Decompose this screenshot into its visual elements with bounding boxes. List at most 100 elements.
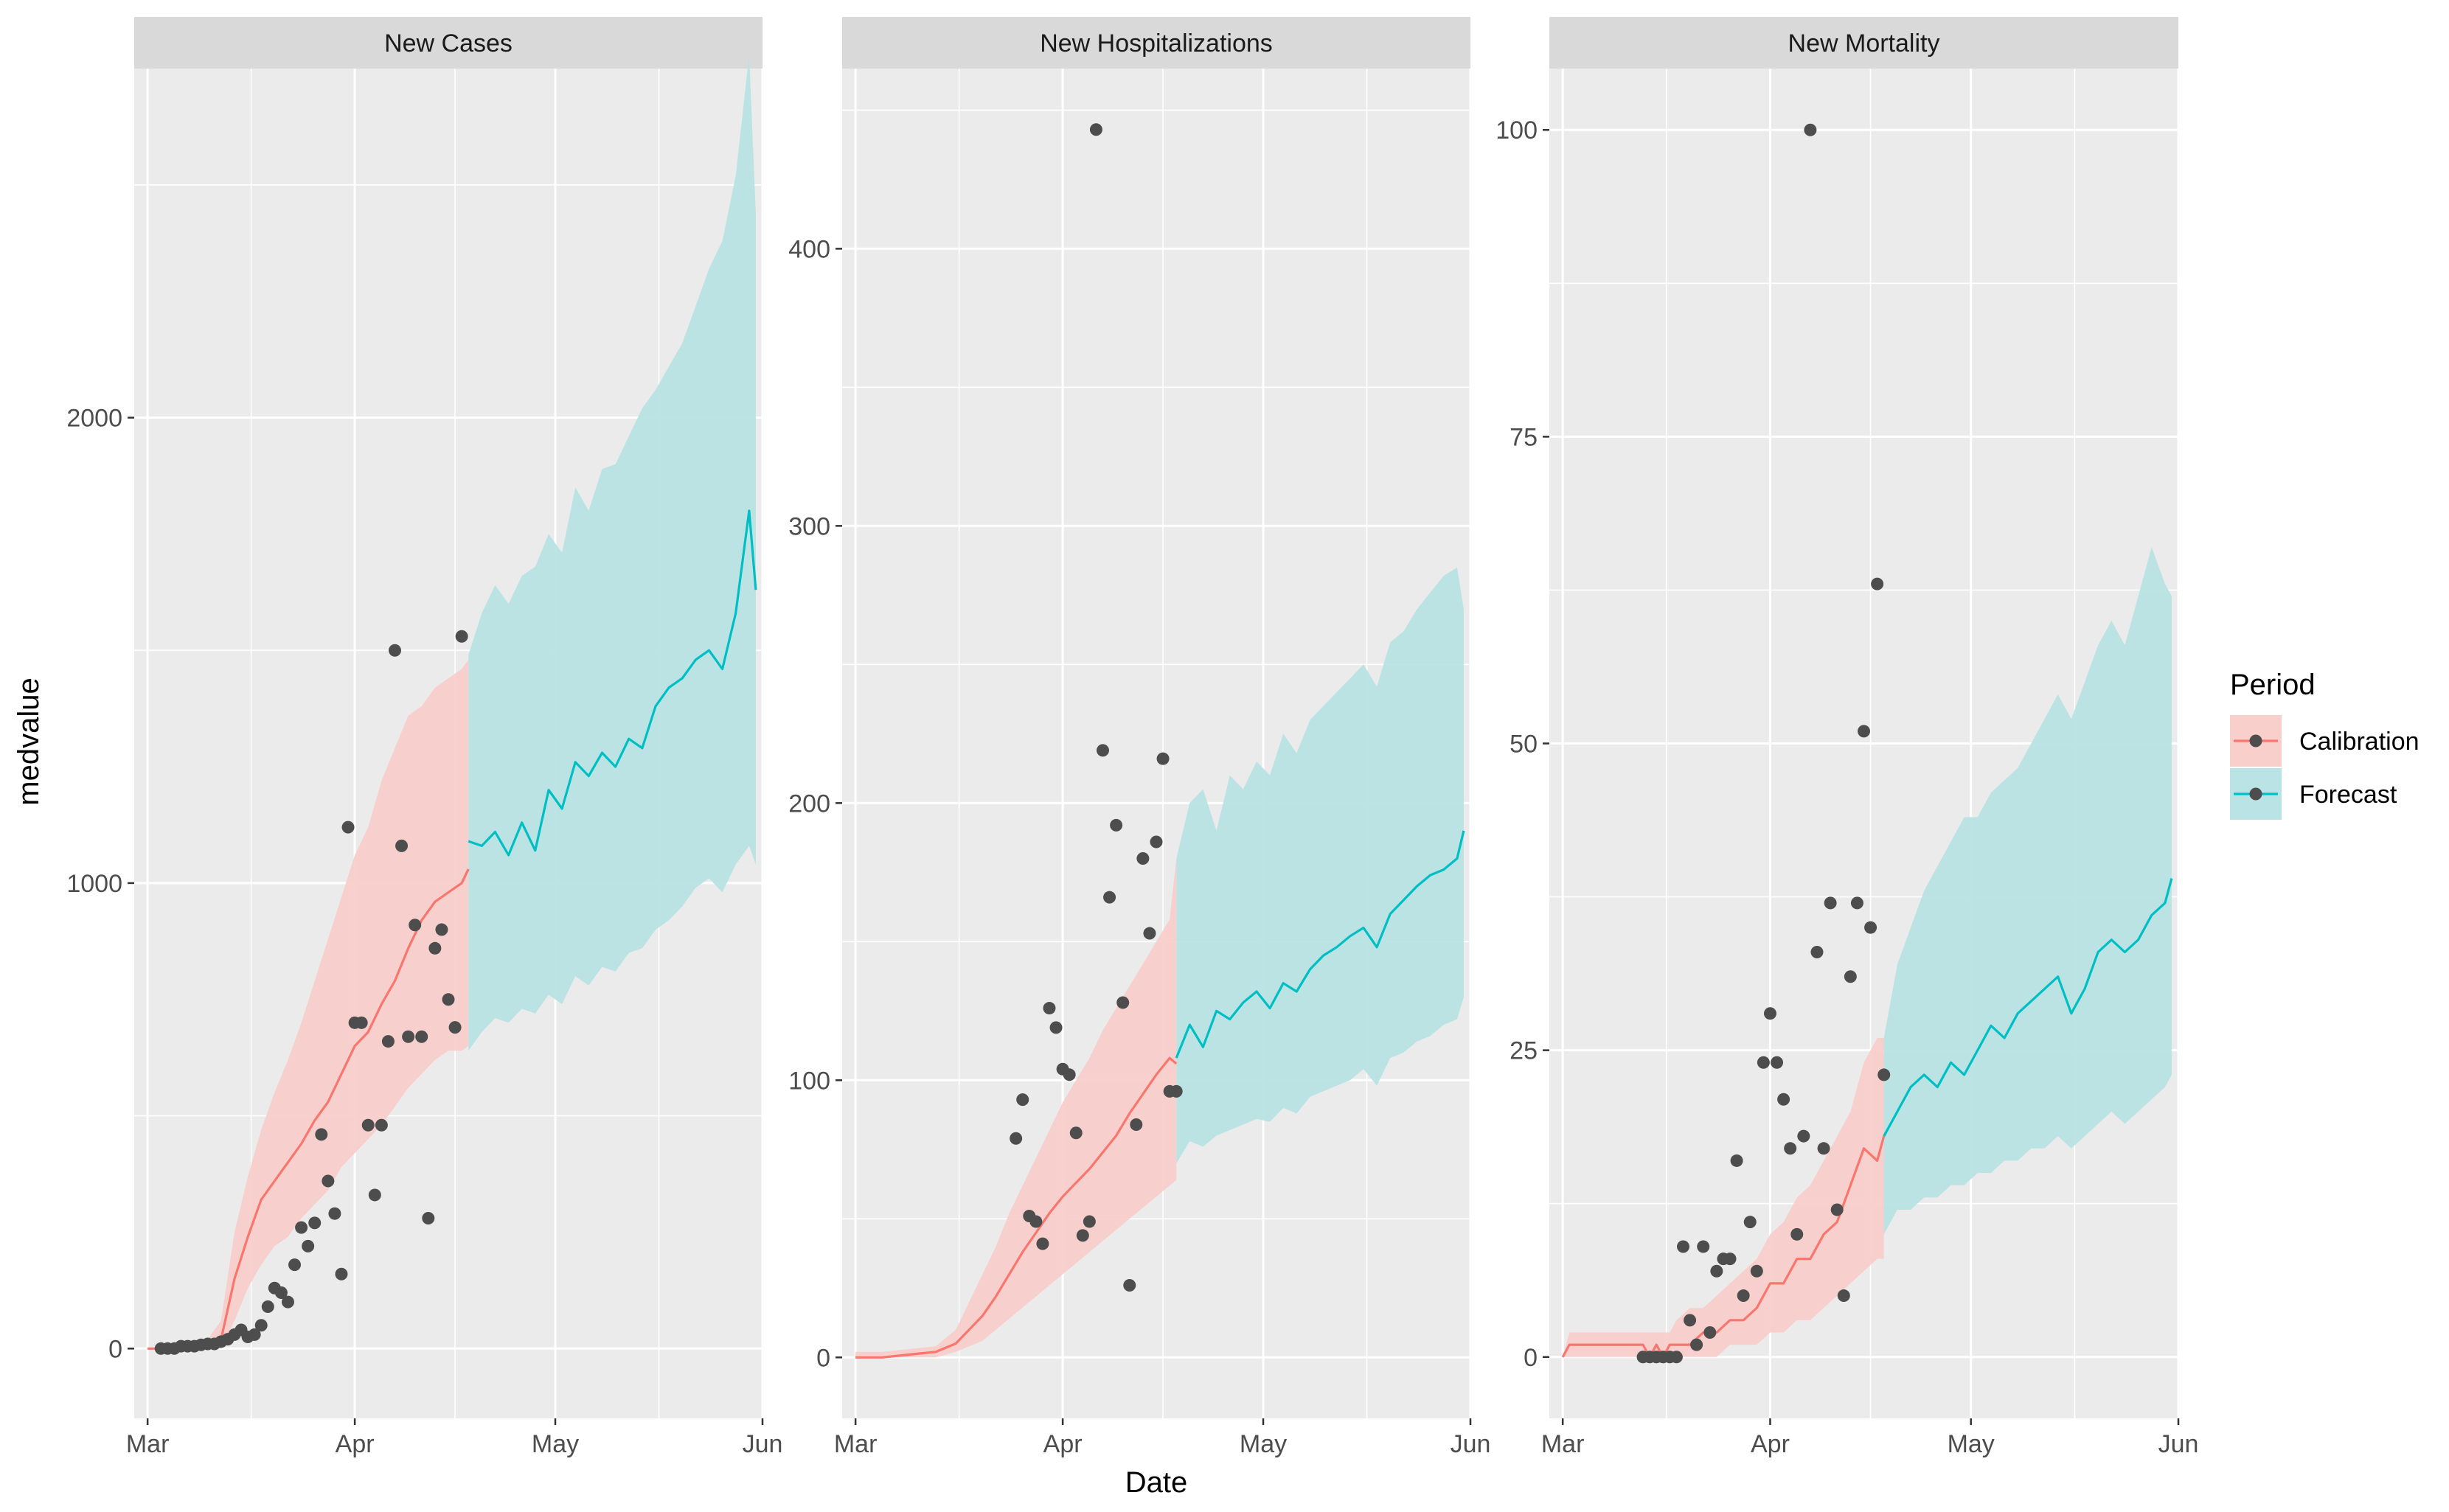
- observed-point: [1877, 1068, 1891, 1081]
- x-tick-label: Mar: [126, 1430, 170, 1458]
- ribbon-calibration: [1563, 1038, 1884, 1357]
- observed-point: [1723, 1253, 1737, 1266]
- facet-strip: [842, 17, 1470, 69]
- observed-point: [1010, 1132, 1023, 1145]
- y-tick-label: 2000: [66, 405, 122, 433]
- y-axis-title: medvalue: [13, 677, 45, 805]
- observed-point: [341, 821, 355, 834]
- observed-point: [448, 1021, 462, 1034]
- y-tick-label: 75: [1510, 423, 1538, 451]
- observed-point: [1684, 1314, 1697, 1327]
- observed-point: [261, 1300, 274, 1313]
- observed-point: [308, 1216, 322, 1230]
- legend-label: Calibration: [2299, 728, 2420, 756]
- observed-point: [1784, 1142, 1797, 1155]
- observed-point: [288, 1258, 302, 1272]
- y-tick-label: 0: [108, 1335, 122, 1363]
- observed-point: [1143, 927, 1156, 940]
- y-tick-label: 400: [788, 235, 830, 263]
- observed-point: [1103, 891, 1116, 904]
- observed-point: [295, 1221, 308, 1234]
- observed-point: [302, 1239, 315, 1253]
- series-line-calibration: [855, 1056, 1178, 1359]
- y-tick-label: 0: [1524, 1344, 1538, 1372]
- observed-point: [1777, 1093, 1790, 1106]
- ribbon-forecast: [1176, 567, 1464, 1164]
- facet-title: New Mortality: [1788, 29, 1940, 58]
- observed-point: [1049, 1021, 1063, 1034]
- observed-point: [1110, 818, 1123, 832]
- observed-point: [254, 1319, 268, 1332]
- observed-point: [422, 1212, 435, 1225]
- y-tick-label: 200: [788, 790, 830, 818]
- x-tick-label: May: [532, 1430, 579, 1458]
- observed-point: [455, 630, 468, 643]
- legend-key-forecast: [2230, 768, 2282, 820]
- observed-point: [1170, 1084, 1183, 1098]
- observed-point: [1096, 744, 1109, 757]
- observed-point: [1830, 1203, 1844, 1216]
- x-tick-label: Apr: [336, 1430, 375, 1458]
- ribbon-forecast: [468, 55, 756, 1051]
- observed-point: [1850, 896, 1863, 910]
- observed-point: [1089, 123, 1102, 136]
- observed-point: [1810, 945, 1824, 958]
- y-tick-label: 100: [788, 1067, 830, 1095]
- observed-point: [1043, 1002, 1056, 1015]
- legend-key-point: [2249, 734, 2262, 748]
- observed-point: [355, 1016, 368, 1029]
- observed-point: [1116, 996, 1130, 1009]
- observed-point: [1150, 835, 1163, 849]
- series-line-calibration: [1561, 1135, 1886, 1359]
- observed-point: [1123, 1279, 1136, 1292]
- observed-point: [1676, 1240, 1689, 1253]
- observed-point: [1136, 852, 1150, 865]
- observed-point: [248, 1328, 261, 1341]
- observed-point: [1750, 1264, 1763, 1278]
- observed-point: [1763, 1007, 1776, 1020]
- observed-point: [1130, 1118, 1143, 1131]
- observed-point: [1844, 970, 1857, 983]
- observed-point: [1837, 1289, 1850, 1303]
- observed-point: [1069, 1126, 1083, 1140]
- observed-point: [442, 993, 455, 1006]
- observed-point: [388, 644, 401, 657]
- observed-point: [1871, 577, 1884, 590]
- observed-point: [1864, 921, 1877, 934]
- observed-point: [1797, 1129, 1810, 1143]
- x-tick-label: Jun: [2158, 1430, 2199, 1458]
- observed-point: [1737, 1289, 1750, 1303]
- observed-point: [1730, 1154, 1743, 1167]
- y-tick-label: 300: [788, 512, 830, 540]
- observed-point: [1771, 1056, 1784, 1069]
- facet-strip: [134, 17, 763, 69]
- observed-point: [1016, 1093, 1029, 1107]
- panel-2: New Hospitalizations 0 100 200 300 400 Mar Apr M…: [788, 17, 1490, 1458]
- observed-point: [415, 1030, 428, 1043]
- ribbon-calibration: [147, 659, 469, 1349]
- observed-point: [1858, 725, 1870, 738]
- y-tick-label: 1000: [66, 870, 122, 898]
- legend-label: Forecast: [2299, 781, 2397, 809]
- observed-point: [435, 923, 448, 936]
- observed-point: [274, 1286, 288, 1300]
- y-tick-label: 0: [816, 1344, 830, 1372]
- observed-point: [381, 1035, 395, 1048]
- facet-title: New Hospitalizations: [1040, 29, 1273, 58]
- observed-point: [328, 1207, 341, 1220]
- x-tick-label: Mar: [834, 1430, 878, 1458]
- panel-3: New Mortality 0 25 50 75 100 Mar Apr May Jun: [1496, 17, 2198, 1458]
- observed-point: [402, 1030, 415, 1043]
- observed-point: [368, 1188, 381, 1202]
- series-line-forecast: [1175, 830, 1465, 1059]
- x-tick-label: May: [1240, 1430, 1287, 1458]
- observed-point: [1690, 1338, 1703, 1351]
- ribbon-forecast: [1883, 547, 2172, 1235]
- observed-point: [1036, 1237, 1049, 1250]
- observed-point: [1076, 1229, 1089, 1242]
- observed-point: [281, 1295, 294, 1309]
- observed-point: [315, 1128, 328, 1141]
- observed-point: [1083, 1215, 1096, 1228]
